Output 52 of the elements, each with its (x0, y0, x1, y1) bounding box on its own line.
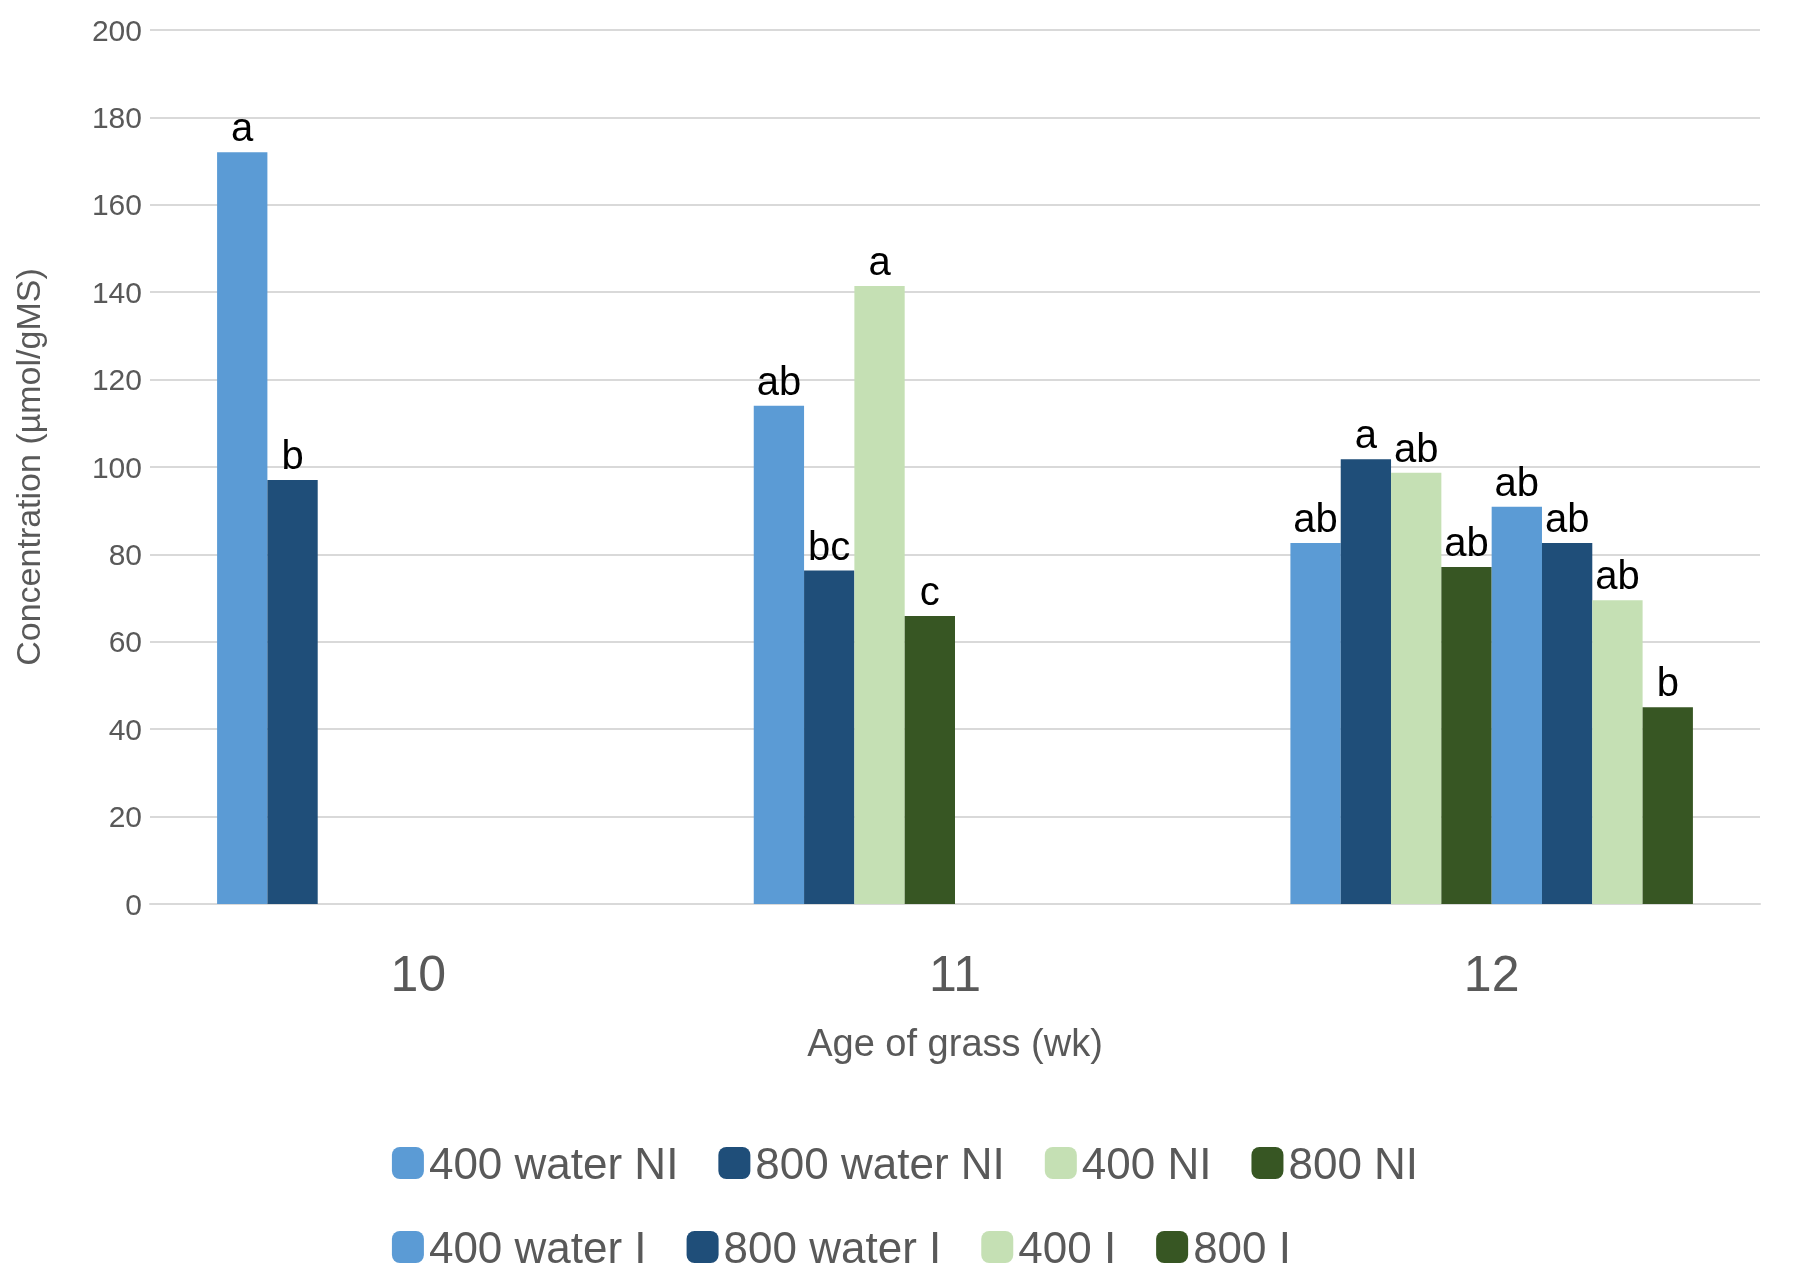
y-tick-label: 0 (125, 887, 142, 921)
x-axis-title: Age of grass (wk) (807, 1022, 1103, 1064)
y-axis-title: Concentration (µmol/gMS) (9, 268, 47, 666)
data-label: ab (756, 358, 802, 403)
data-label: ab (1494, 459, 1540, 504)
bar (1541, 543, 1593, 904)
bar (1290, 543, 1341, 904)
y-tick-label: 120 (91, 363, 142, 397)
data-label: a (231, 105, 255, 150)
x-tick-label: 12 (1463, 946, 1520, 1002)
data-label: c (919, 569, 940, 614)
data-label: b (1656, 660, 1679, 705)
bar (753, 405, 805, 904)
bar (1592, 600, 1643, 904)
legend-label: 800 water I (723, 1222, 942, 1272)
y-tick-label: 100 (91, 450, 142, 484)
bar (217, 152, 268, 904)
y-tick-label: 40 (108, 712, 142, 746)
legend-label: 400 I (1018, 1222, 1117, 1272)
y-tick-label: 200 (91, 13, 142, 47)
data-label: ab (1393, 425, 1439, 470)
bar (1391, 472, 1442, 904)
legend-label: 400 water I (428, 1222, 647, 1272)
y-tick-label: 140 (91, 275, 142, 309)
x-tick-label: 10 (390, 946, 447, 1002)
legend-label: 800 I (1193, 1222, 1291, 1272)
data-label: ab (1544, 496, 1590, 541)
bar (904, 616, 955, 904)
data-label: bc (808, 523, 851, 568)
y-tick-label: 180 (91, 100, 142, 134)
legend-label: 800 water NI (755, 1138, 1005, 1188)
legend-label: 800 NI (1288, 1138, 1419, 1188)
data-label: a (1354, 412, 1378, 457)
y-tick-label: 160 (91, 188, 142, 222)
legend-label: 400 water NI (428, 1138, 679, 1188)
x-tick-label: 11 (929, 946, 981, 1002)
bar (1491, 506, 1542, 904)
data-label: ab (1293, 496, 1338, 541)
legend-label: 400 NI (1081, 1138, 1212, 1188)
data-label: a (868, 239, 892, 284)
data-label: b (281, 433, 304, 478)
data-label: ab (1444, 520, 1489, 565)
data-label: ab (1595, 553, 1640, 598)
bar (804, 570, 855, 904)
bar (854, 286, 905, 904)
y-tick-label: 60 (108, 625, 142, 659)
bar (1642, 707, 1693, 904)
y-tick-label: 20 (108, 800, 142, 834)
y-tick-label: 80 (108, 537, 142, 571)
bar (267, 480, 318, 904)
bar (1340, 459, 1392, 904)
bar (1441, 567, 1492, 904)
